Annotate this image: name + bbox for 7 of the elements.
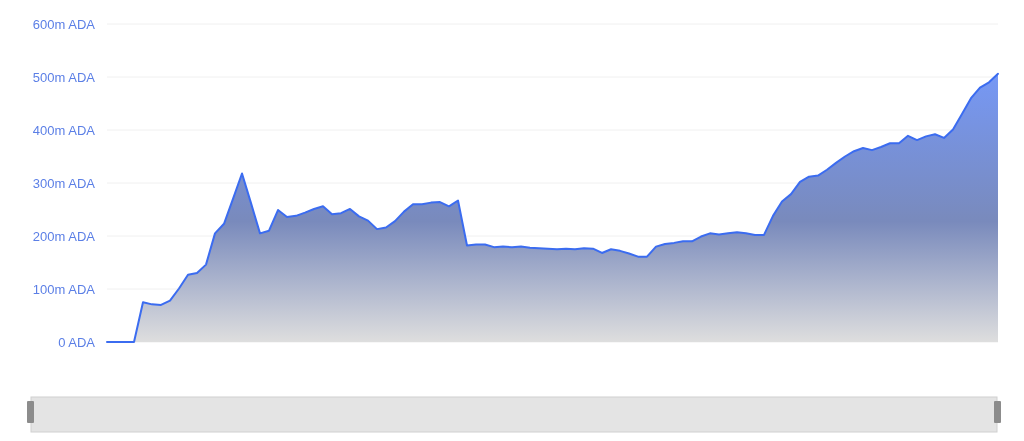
y-tick-label: 600m ADA <box>32 16 96 32</box>
y-tick-label: 100m ADA <box>32 281 96 297</box>
y-tick-label: 0 ADA <box>58 334 96 350</box>
y-tick-label: 300m ADA <box>32 175 96 191</box>
y-tick-label: 400m ADA <box>32 122 96 138</box>
y-tick-label: 200m ADA <box>32 228 96 244</box>
y-tick-label: 500m ADA <box>32 69 96 85</box>
